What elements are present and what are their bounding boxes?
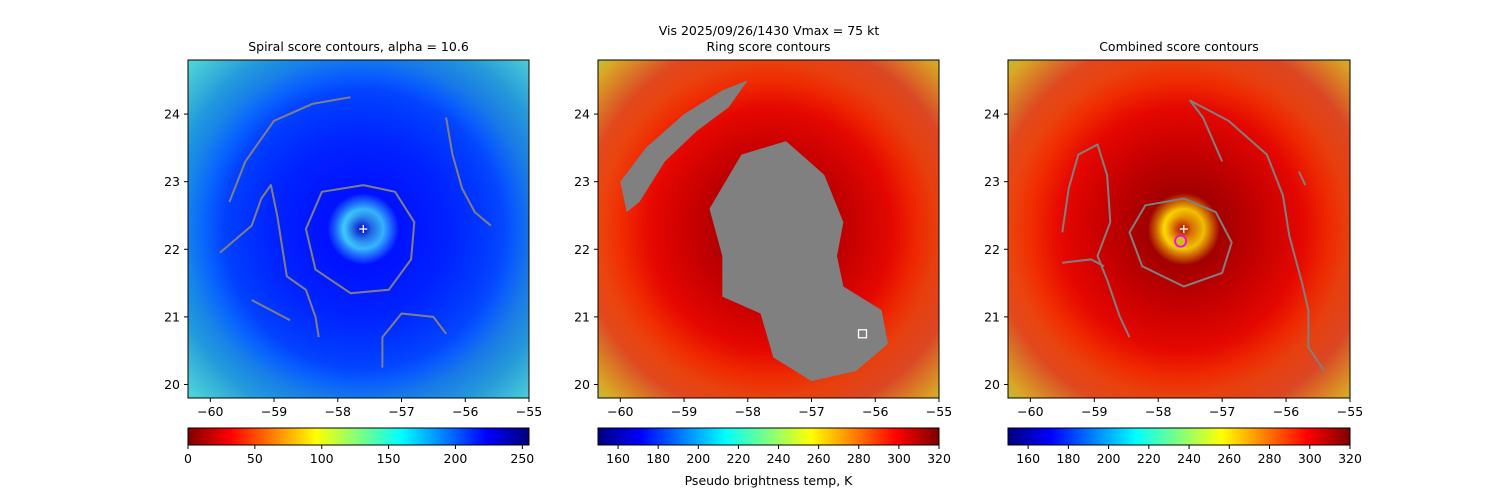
x-tick-label: −60 bbox=[1017, 404, 1043, 419]
colorbar-tick-label: 260 bbox=[807, 451, 831, 466]
contour-line bbox=[1297, 171, 1307, 186]
y-tick-label: 24 bbox=[164, 107, 180, 122]
field-centered bbox=[1008, 60, 1350, 398]
colorbar-label: Pseudo brightness temp, K bbox=[685, 473, 854, 488]
y-tick-label: 24 bbox=[984, 107, 1000, 122]
contour-line bbox=[1061, 143, 1131, 338]
y-tick-label: 20 bbox=[574, 377, 590, 392]
x-tick-label: −55 bbox=[1337, 404, 1363, 419]
x-tick-label: −58 bbox=[325, 404, 351, 419]
colorbar-tick-label: 160 bbox=[606, 451, 630, 466]
colorbar bbox=[187, 427, 530, 446]
image-field bbox=[188, 60, 529, 398]
x-tick-label: −56 bbox=[452, 404, 478, 419]
x-tick-label: −60 bbox=[607, 404, 633, 419]
colorbar-tick-label: 280 bbox=[847, 451, 871, 466]
x-tick-label: −60 bbox=[197, 404, 223, 419]
panel-title: Ring score contours bbox=[706, 39, 830, 54]
colorbar-tick-label: 50 bbox=[247, 451, 263, 466]
colorbar-tick-label: 300 bbox=[887, 451, 911, 466]
y-tick-label: 23 bbox=[574, 174, 590, 189]
panel-3: Combined score contours −60 −59 −58 −57 −56 −5… bbox=[984, 39, 1363, 466]
colorbar-tick-label: 280 bbox=[1258, 451, 1282, 466]
field-centered bbox=[188, 60, 529, 398]
contour-line bbox=[1189, 99, 1326, 372]
colorbar-tick-label: 200 bbox=[686, 451, 710, 466]
y-tick-label: 22 bbox=[984, 242, 1000, 257]
axes-frame bbox=[597, 59, 940, 399]
x-tick-label: −55 bbox=[516, 404, 542, 419]
ring-score-region bbox=[709, 141, 888, 382]
panels: Spiral score contours, alpha = 10.6 −60 −5… bbox=[164, 39, 1363, 488]
y-tick-label: 22 bbox=[164, 242, 180, 257]
ring-score-region bbox=[620, 80, 748, 213]
best-estimate-marker bbox=[1174, 234, 1187, 248]
contour-line bbox=[219, 184, 320, 338]
x-tick-label: −56 bbox=[862, 404, 888, 419]
x-tick-label: −57 bbox=[1209, 404, 1235, 419]
panel-title: Spiral score contours, alpha = 10.6 bbox=[248, 39, 469, 54]
colorbar-tick-label: 100 bbox=[310, 451, 334, 466]
colorbar-tick-label: 320 bbox=[927, 451, 951, 466]
image-field bbox=[1008, 60, 1350, 398]
x-tick-label: −59 bbox=[671, 404, 697, 419]
panel-title: Combined score contours bbox=[1099, 39, 1259, 54]
colorbar-tick-label: 200 bbox=[1097, 451, 1121, 466]
x-tick-label: −56 bbox=[1273, 404, 1299, 419]
contour-line bbox=[1062, 258, 1105, 268]
contour-line bbox=[1128, 197, 1233, 288]
colorbar-tick-label: 200 bbox=[444, 451, 468, 466]
colorbar-tick-label: 300 bbox=[1298, 451, 1322, 466]
colorbar-tick-label: 220 bbox=[726, 451, 750, 466]
y-tick-label: 20 bbox=[984, 377, 1000, 392]
colorbar-tick-label: 250 bbox=[510, 451, 534, 466]
contour-line bbox=[228, 96, 351, 203]
colorbar-tick-label: 150 bbox=[377, 451, 401, 466]
colorbar-tick-label: 160 bbox=[1016, 451, 1040, 466]
y-tick-label: 20 bbox=[164, 377, 180, 392]
panel-2: Ring score contours −60 −59 −58 −57 −56 −55 20 2… bbox=[574, 39, 952, 488]
contour-line bbox=[251, 299, 291, 322]
contour-line bbox=[304, 184, 416, 295]
x-tick-label: −57 bbox=[388, 404, 414, 419]
square-marker bbox=[857, 329, 868, 339]
figure-suptitle: Vis 2025/09/26/1430 Vmax = 75 kt bbox=[659, 23, 880, 38]
colorbar-tick-label: 220 bbox=[1137, 451, 1161, 466]
y-tick-label: 22 bbox=[574, 242, 590, 257]
x-tick-label: −55 bbox=[926, 404, 952, 419]
colorbar-tick-label: 240 bbox=[767, 451, 791, 466]
y-tick-label: 21 bbox=[574, 309, 590, 324]
image-field bbox=[598, 60, 939, 398]
colorbar-tick-label: 320 bbox=[1338, 451, 1362, 466]
colorbar-tick-label: 240 bbox=[1177, 451, 1201, 466]
colorbar-tick-label: 180 bbox=[646, 451, 670, 466]
colorbar-tick-label: 260 bbox=[1217, 451, 1241, 466]
x-tick-label: −58 bbox=[735, 404, 761, 419]
storm-center-marker bbox=[359, 225, 368, 233]
colorbar-tick-label: 180 bbox=[1056, 451, 1080, 466]
x-tick-label: −59 bbox=[261, 404, 287, 419]
x-tick-label: −58 bbox=[1145, 404, 1171, 419]
axes-frame bbox=[1007, 59, 1351, 399]
storm-center-marker bbox=[1179, 225, 1188, 233]
contour-line bbox=[445, 117, 492, 227]
x-tick-label: −57 bbox=[798, 404, 824, 419]
y-tick-label: 21 bbox=[164, 309, 180, 324]
y-tick-label: 23 bbox=[164, 174, 180, 189]
colorbar bbox=[597, 427, 940, 446]
colorbar bbox=[1007, 427, 1351, 446]
axes-frame bbox=[187, 59, 530, 399]
y-tick-label: 23 bbox=[984, 174, 1000, 189]
y-tick-label: 21 bbox=[984, 309, 1000, 324]
y-tick-label: 24 bbox=[574, 107, 590, 122]
contour-line bbox=[381, 312, 447, 368]
panel-1: Spiral score contours, alpha = 10.6 −60 −5… bbox=[164, 39, 542, 466]
x-tick-label: −59 bbox=[1081, 404, 1107, 419]
colorbar-tick-label: 0 bbox=[184, 451, 192, 466]
